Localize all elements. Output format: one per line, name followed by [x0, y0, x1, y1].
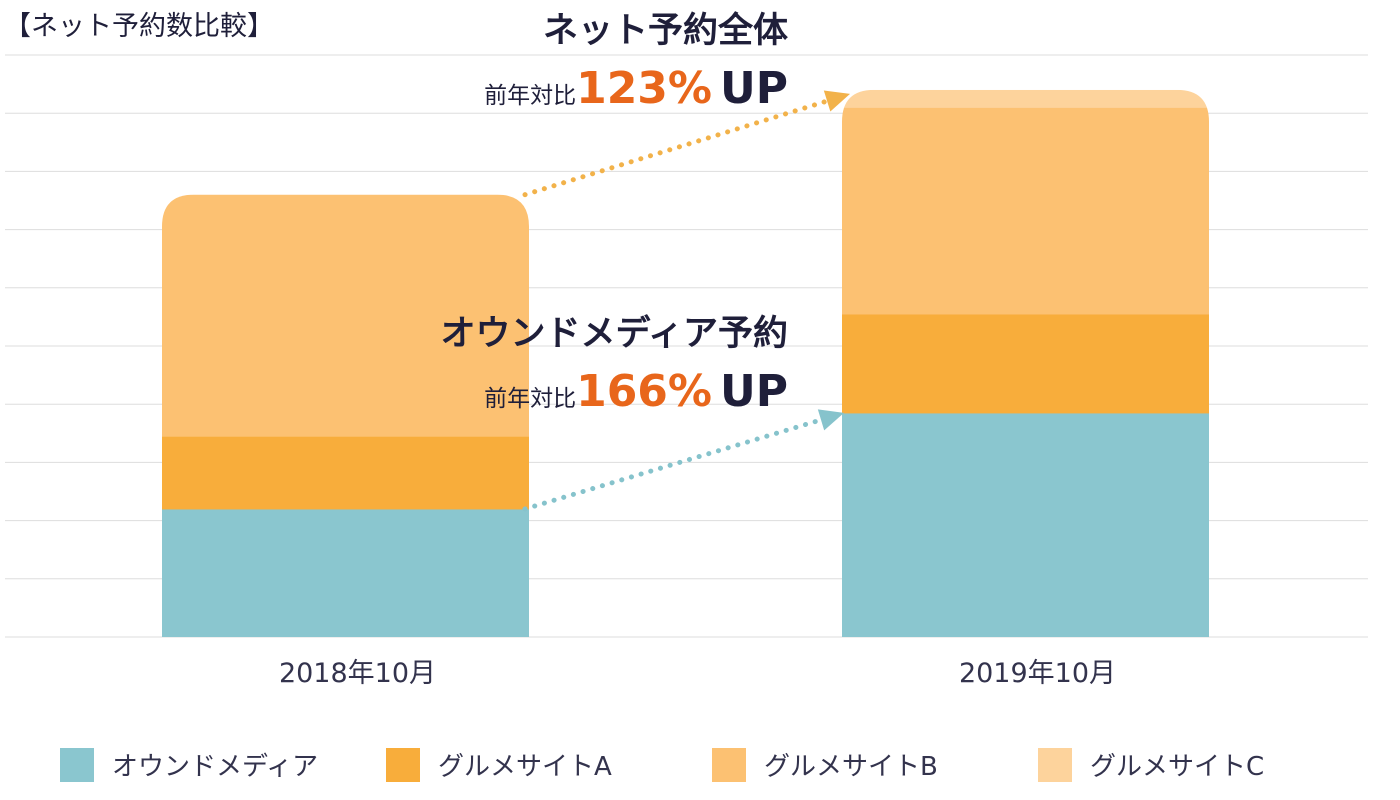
- callout-owned-suffix: UP: [720, 366, 788, 417]
- bar-segment: [162, 508, 529, 637]
- x-axis-labels: 2018年10月 2019年10月: [279, 658, 1116, 689]
- bar-segment: [842, 89, 1209, 108]
- x-tick-label: 2019年10月: [959, 658, 1116, 689]
- legend-swatch: [1038, 747, 1072, 782]
- bar-segment: [842, 313, 1209, 414]
- callout-total-value: 123%: [576, 63, 713, 114]
- legend-item-gourmet-b: グルメサイトB: [712, 746, 1038, 783]
- legend: オウンドメディア グルメサイトA グルメサイトB グルメサイトC: [60, 746, 1264, 783]
- legend-item-owned-media: オウンドメディア: [60, 746, 386, 783]
- legend-swatch: [712, 747, 746, 782]
- legend-swatch: [60, 747, 94, 782]
- legend-label: グルメサイトB: [764, 752, 938, 782]
- legend-label: グルメサイトC: [1090, 752, 1265, 782]
- bar-stack: [162, 194, 529, 637]
- bar-stack: [842, 89, 1209, 638]
- legend-swatch: [386, 747, 420, 782]
- bars: [162, 89, 1209, 638]
- legend-label: グルメサイトA: [438, 752, 612, 782]
- x-tick-label: 2018年10月: [279, 658, 436, 689]
- stacked-bar-chart: 2018年10月 2019年10月: [5, 54, 1368, 689]
- arrow-total: [522, 90, 850, 198]
- arrow-owned: [522, 409, 844, 512]
- bar-segment: [842, 412, 1209, 638]
- callout-owned: オウンドメディア予約 前年対比166% UP: [440, 305, 788, 414]
- callout-owned-prefix: 前年対比: [484, 386, 577, 412]
- growth-arrows: [522, 90, 850, 512]
- callout-total-suffix: UP: [720, 63, 788, 114]
- callout-total: ネット予約全体 前年対比123% UP: [484, 2, 788, 111]
- legend-item-gourmet-c: グルメサイトC: [1038, 746, 1264, 783]
- callout-owned-heading: オウンドメディア予約: [440, 314, 788, 354]
- legend-item-gourmet-a: グルメサイトA: [386, 746, 712, 783]
- bar-segment: [162, 194, 529, 437]
- callout-total-heading: ネット予約全体: [542, 11, 788, 51]
- legend-label: オウンドメディア: [112, 752, 319, 782]
- callout-total-prefix: 前年対比: [484, 83, 577, 109]
- bar-segment: [842, 107, 1209, 315]
- callout-owned-value: 166%: [576, 366, 713, 417]
- chart-title: 【ネット予約数比較】: [4, 11, 274, 42]
- bar-segment: [162, 436, 529, 510]
